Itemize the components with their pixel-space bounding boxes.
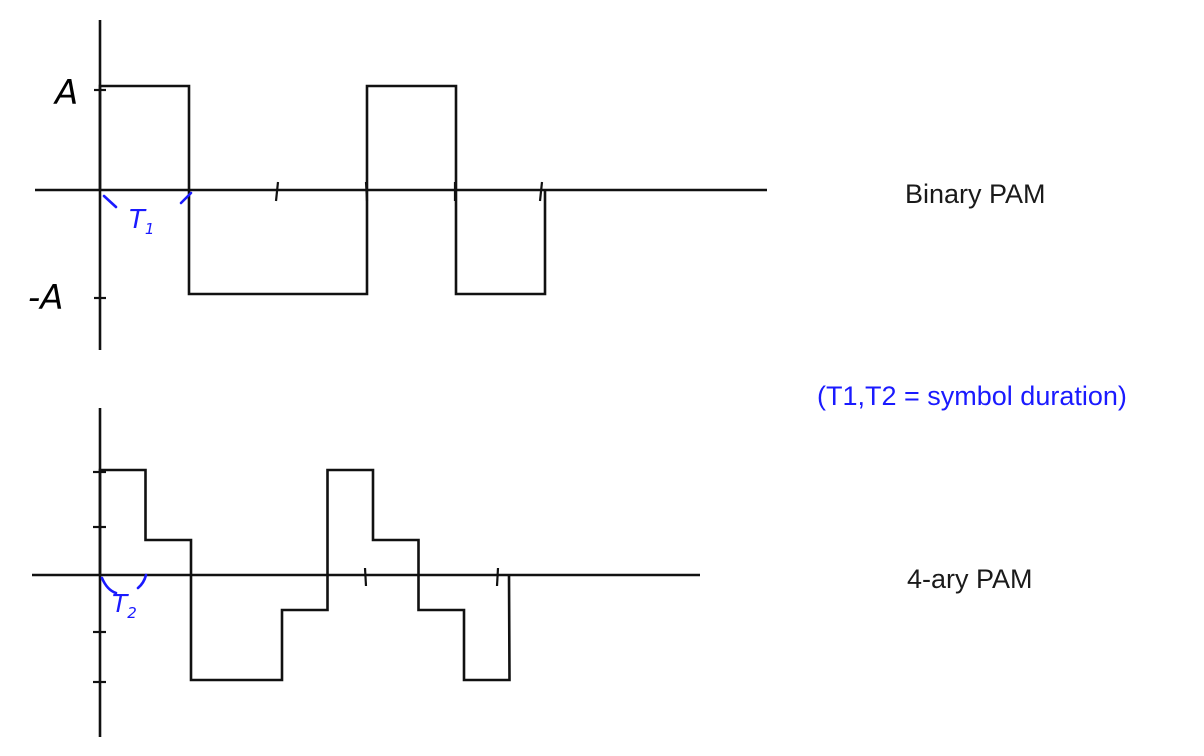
symbol-duration-note: (T1,T2 = symbol duration) — [817, 381, 1127, 411]
t2-left-bracket — [100, 576, 118, 595]
binary-waveform — [98, 84, 547, 296]
quaternary-x-tick — [363, 567, 368, 587]
t2-label: T2 — [112, 589, 137, 622]
quaternary-pam-plot: T2 — [32, 408, 700, 737]
level-label-a: A — [53, 73, 78, 113]
quaternary-pam-label: 4-ary PAM — [907, 564, 1033, 594]
binary-x-tick — [274, 181, 280, 202]
binary-pam-plot: A -A T1 — [28, 20, 767, 350]
t1-right-bracket — [179, 191, 193, 205]
binary-x-tick — [538, 181, 544, 202]
quaternary-x-tick — [495, 567, 500, 587]
t2-right-bracket — [136, 573, 148, 590]
t1-label: T1 — [129, 205, 154, 238]
quaternary-waveform — [98, 468, 511, 682]
t1-left-bracket — [102, 194, 118, 209]
binary-pam-label: Binary PAM — [905, 179, 1046, 209]
level-label-neg-a: -A — [28, 278, 64, 318]
